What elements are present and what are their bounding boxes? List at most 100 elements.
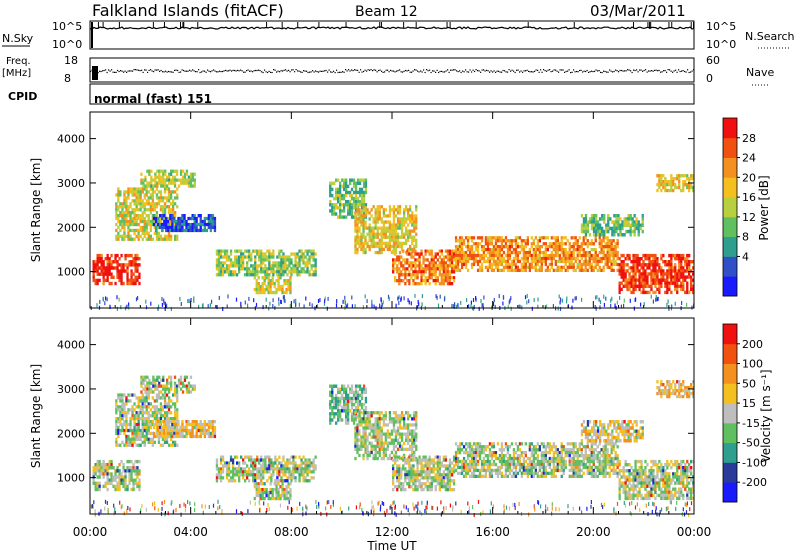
range-cell xyxy=(134,472,137,476)
range-cell xyxy=(600,242,603,246)
range-cell xyxy=(496,248,500,252)
range-cell xyxy=(217,470,221,474)
range-cell xyxy=(157,231,161,235)
range-cell xyxy=(452,270,456,274)
range-cell xyxy=(314,264,317,268)
range-cell xyxy=(516,253,520,258)
range-cell xyxy=(161,214,164,218)
range-cell xyxy=(490,236,494,240)
range-cell xyxy=(146,375,149,379)
range-cell xyxy=(662,272,665,276)
range-cell xyxy=(450,252,454,256)
range-cell xyxy=(118,275,121,279)
range-cell xyxy=(432,270,435,274)
range-cell xyxy=(223,270,227,274)
range-cell xyxy=(115,202,118,206)
range-cell xyxy=(155,411,159,415)
range-cell xyxy=(140,384,143,388)
range-cell xyxy=(261,276,264,280)
freq-point xyxy=(447,69,449,71)
range-cell xyxy=(341,196,344,201)
range-cell xyxy=(117,214,120,218)
range-cell xyxy=(621,226,624,231)
range-cell xyxy=(131,193,134,197)
freq-point xyxy=(624,70,626,72)
freq-point xyxy=(499,71,501,73)
range-cell xyxy=(586,239,589,243)
range-cell xyxy=(384,208,387,212)
range-cell xyxy=(145,396,148,400)
freq-point xyxy=(238,70,240,72)
range-cell xyxy=(292,264,295,268)
range-cell xyxy=(160,378,163,382)
range-cell xyxy=(622,260,625,264)
range-cell xyxy=(146,184,149,188)
range-cell xyxy=(234,261,237,265)
range-cell xyxy=(654,260,657,264)
range-cell xyxy=(595,214,598,218)
ground-cell xyxy=(109,305,111,310)
range-cell xyxy=(157,222,160,227)
range-cell xyxy=(242,264,245,268)
range-cell xyxy=(639,226,642,231)
ground-cell xyxy=(544,305,546,310)
range-cell xyxy=(546,256,549,261)
freq-point xyxy=(166,71,168,73)
range-cell xyxy=(147,437,150,441)
range-cell xyxy=(100,269,103,273)
freq-point xyxy=(213,69,215,71)
range-cell xyxy=(692,185,695,190)
power-colorbar-label: Power [dB] xyxy=(757,175,771,240)
range-cell xyxy=(268,476,271,480)
range-cell xyxy=(362,190,366,195)
range-cell xyxy=(646,253,649,258)
range-cell xyxy=(126,466,129,470)
range-cell xyxy=(564,248,567,252)
range-cell xyxy=(193,384,196,388)
range-cell xyxy=(130,253,133,258)
range-cell xyxy=(682,287,685,292)
range-cell xyxy=(102,260,105,264)
range-cell xyxy=(116,260,119,264)
range-cell xyxy=(221,270,225,274)
range-cell xyxy=(272,270,275,274)
range-cell xyxy=(177,219,180,224)
range-cell xyxy=(613,226,616,231)
freq-point xyxy=(139,70,141,72)
range-cell xyxy=(627,223,630,227)
range-cell xyxy=(530,265,533,269)
range-cell xyxy=(372,232,375,236)
range-cell xyxy=(480,268,484,272)
range-cell xyxy=(356,235,359,239)
range-cell xyxy=(398,241,402,245)
range-cell xyxy=(98,484,101,489)
range-cell xyxy=(145,411,148,415)
range-cell xyxy=(118,472,121,476)
range-cell xyxy=(360,187,364,192)
range-cell xyxy=(676,269,679,273)
range-cell xyxy=(520,256,523,261)
range-cell xyxy=(176,396,179,400)
range-cell xyxy=(164,184,167,188)
range-cell xyxy=(108,463,111,467)
range-cell xyxy=(514,256,518,261)
range-cell xyxy=(686,266,689,270)
range-cell xyxy=(117,431,120,436)
range-cell xyxy=(356,241,359,245)
freq-point xyxy=(334,72,336,74)
range-cell xyxy=(532,248,535,252)
range-cell xyxy=(159,225,162,230)
range-cell xyxy=(193,216,196,221)
range-cell xyxy=(498,248,502,252)
range-cell xyxy=(108,459,111,464)
range-cell xyxy=(229,455,233,459)
range-cell xyxy=(394,247,398,252)
range-cell xyxy=(119,428,122,433)
range-cell xyxy=(592,268,595,272)
range-cell xyxy=(163,434,166,439)
range-cell xyxy=(350,187,354,192)
range-cell xyxy=(582,236,585,240)
range-cell xyxy=(668,253,671,258)
range-cell xyxy=(139,396,142,400)
range-cell xyxy=(145,190,148,194)
